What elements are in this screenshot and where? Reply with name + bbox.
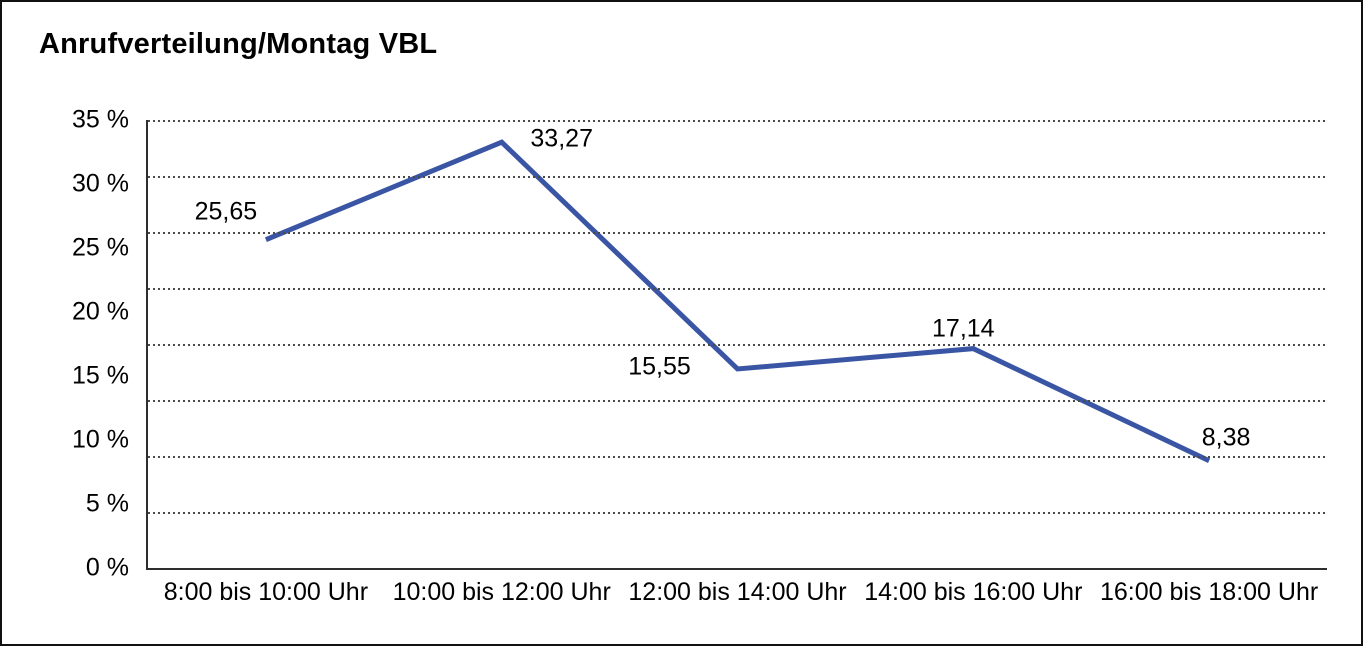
series-line <box>264 139 1211 463</box>
x-axis-tick-label: 16:00 bis 18:00 Uhr <box>1099 578 1319 606</box>
x-axis-tick-label: 12:00 bis 14:00 Uhr <box>628 578 847 606</box>
y-axis-tick-label: 10 % <box>72 425 129 454</box>
x-axis-tick-label: 10:00 bis 12:00 Uhr <box>392 578 611 606</box>
y-axis-tick-label: 20 % <box>72 297 129 326</box>
data-point-label: 8,38 <box>1201 423 1251 452</box>
data-point-label: 25,65 <box>194 197 258 226</box>
y-axis-tick-label: 25 % <box>72 233 129 262</box>
x-axis-tick-label: 8:00 bis 10:00 Uhr <box>163 578 369 606</box>
data-point-label: 33,27 <box>530 124 593 153</box>
y-axis-tick-label: 35 % <box>72 105 129 134</box>
x-axis: 8:00 bis 10:00 Uhr 10:00 bis 12:00 Uhr 12:… <box>148 578 1325 612</box>
plot-area: 25,65 33,27 15,55 17,14 8,38 <box>146 120 1327 570</box>
data-point-label: 17,14 <box>932 314 995 343</box>
x-axis-tick-label: 14:00 bis 16:00 Uhr <box>864 578 1083 606</box>
y-axis-tick-label: 0 % <box>85 553 129 582</box>
chart-title: Anrufverteilung/Montag VBL <box>39 28 438 60</box>
line-series <box>264 139 1211 463</box>
y-axis: 0 % 5 % 10 % 15 % 20 % 25 % 30 % 35 % <box>2 106 129 582</box>
y-axis-tick-label: 30 % <box>72 169 129 198</box>
y-axis-tick-label: 15 % <box>72 361 129 390</box>
y-axis-tick-label: 5 % <box>85 489 129 518</box>
data-point-label: 15,55 <box>628 352 691 381</box>
